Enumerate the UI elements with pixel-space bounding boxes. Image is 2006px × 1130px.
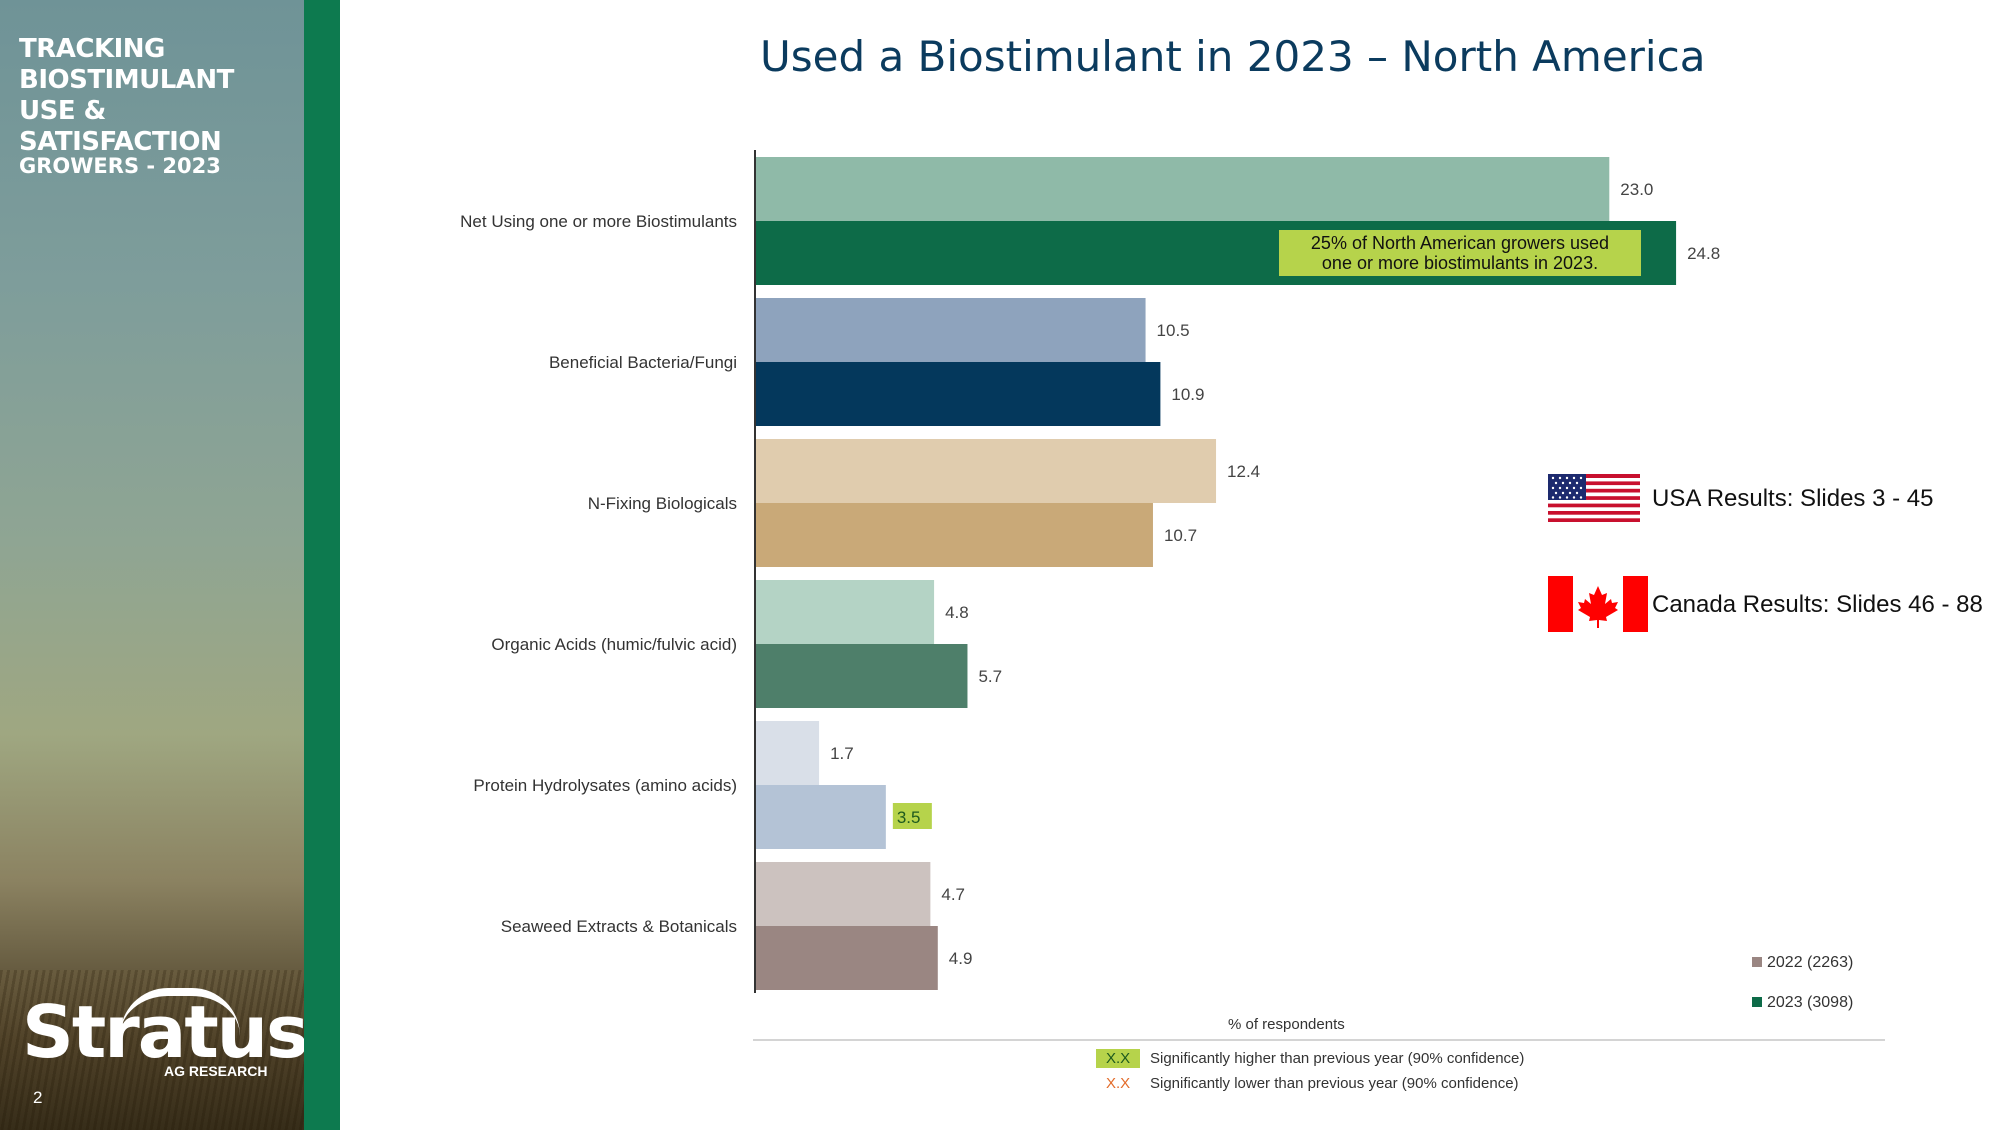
legend-label-2022: 2022 (2263) bbox=[1767, 954, 1854, 971]
sidebar: TRACKING BIOSTIMULANT USE & SATISFACTION… bbox=[0, 0, 309, 1130]
data-label: 4.9 bbox=[949, 949, 973, 968]
legend-label-2023: 2023 (3098) bbox=[1767, 994, 1854, 1011]
data-label: 4.7 bbox=[941, 885, 965, 904]
usa-flag-icon bbox=[1548, 474, 1640, 522]
legend-swatch-2023 bbox=[1752, 997, 1762, 1007]
sig-higher-text: Significantly higher than previous year … bbox=[1150, 1050, 1525, 1067]
data-label: 1.7 bbox=[830, 744, 854, 763]
data-label: 10.5 bbox=[1157, 321, 1190, 340]
annotation-callout: 25% of North American growers used one o… bbox=[1279, 230, 1641, 276]
stratus-logo: Stratus bbox=[22, 990, 309, 1074]
bar-2022 bbox=[756, 721, 820, 785]
category-label: N-Fixing Biologicals bbox=[588, 494, 737, 513]
bar-2023 bbox=[756, 926, 938, 990]
legend-item-2023: 2023 (3098) bbox=[1752, 994, 1853, 1012]
annotation-text: 25% of North American growers used one o… bbox=[1310, 233, 1610, 273]
bar-2023 bbox=[756, 644, 968, 708]
bar-2023 bbox=[756, 785, 886, 849]
category-label: Protein Hydrolysates (amino acids) bbox=[473, 776, 737, 795]
sig-highlight bbox=[892, 803, 932, 829]
data-label: 24.8 bbox=[1687, 244, 1720, 263]
sidebar-subtitle: GROWERS - 2023 bbox=[19, 154, 221, 178]
page-number: 2 bbox=[33, 1088, 43, 1107]
data-label: 23.0 bbox=[1620, 180, 1653, 199]
sig-higher-note: X.X Significantly higher than previous ye… bbox=[1096, 1049, 1524, 1068]
bar-2023 bbox=[756, 362, 1161, 426]
sig-lower-note: X.X Significantly lower than previous yea… bbox=[1096, 1074, 1519, 1093]
data-label: 10.7 bbox=[1164, 526, 1197, 545]
sig-lower-text: Significantly lower than previous year (… bbox=[1150, 1075, 1519, 1092]
x-axis-label: % of respondents bbox=[1228, 1016, 1345, 1033]
bar-2022 bbox=[756, 439, 1217, 503]
sig-lower-marker: X.X bbox=[1106, 1075, 1131, 1092]
bar-2023 bbox=[756, 503, 1153, 567]
data-label: 12.4 bbox=[1227, 462, 1260, 481]
category-label: Seaweed Extracts & Botanicals bbox=[501, 917, 737, 936]
legend-item-2022: 2022 (2263) bbox=[1752, 954, 1853, 972]
category-label: Beneficial Bacteria/Fungi bbox=[549, 353, 737, 372]
canada-flag-icon bbox=[1548, 576, 1648, 632]
accent-bar bbox=[304, 0, 340, 1130]
data-label: 10.9 bbox=[1171, 385, 1204, 404]
data-label: 3.5 bbox=[897, 808, 921, 827]
bar-2022 bbox=[756, 298, 1146, 362]
category-label: Net Using one or more Biostimulants bbox=[460, 212, 737, 231]
logo-arc-icon bbox=[120, 988, 240, 1036]
category-label: Organic Acids (humic/fulvic acid) bbox=[491, 635, 737, 654]
canada-results-label: Canada Results: Slides 46 - 88 bbox=[1652, 591, 1983, 618]
page-title: Used a Biostimulant in 2023 – North Amer… bbox=[760, 32, 1706, 81]
bar-2022 bbox=[756, 862, 931, 926]
usa-results-label: USA Results: Slides 3 - 45 bbox=[1652, 485, 1934, 512]
legend-swatch-2022 bbox=[1752, 957, 1762, 967]
data-label: 5.7 bbox=[978, 667, 1002, 686]
bar-2022 bbox=[756, 157, 1610, 221]
bar-2022 bbox=[756, 580, 935, 644]
logo-subtext: AG RESEARCH bbox=[164, 1063, 268, 1079]
sidebar-title: TRACKING BIOSTIMULANT USE & SATISFACTION bbox=[19, 34, 234, 157]
sig-higher-marker: X.X bbox=[1096, 1049, 1140, 1068]
data-label: 4.8 bbox=[945, 603, 969, 622]
